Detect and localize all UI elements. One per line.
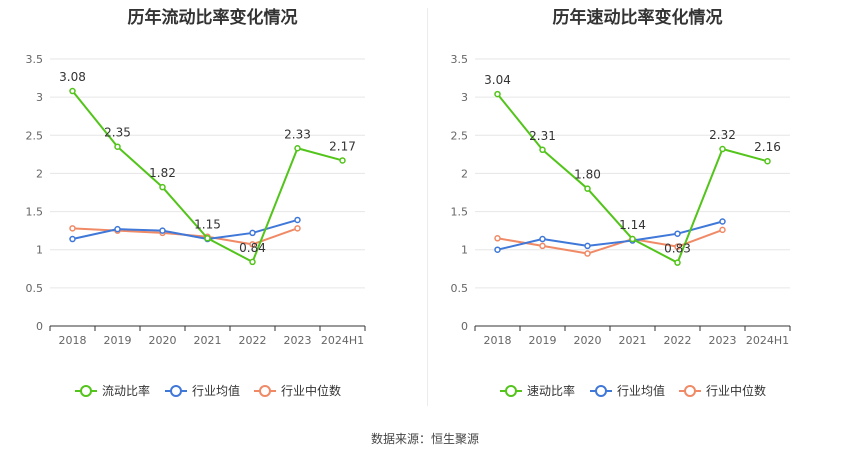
legend-label: 行业中位数 <box>281 383 341 398</box>
industry-median-point <box>719 226 726 234</box>
data-label: 3.04 <box>484 73 511 87</box>
x-tick-label: 2022 <box>664 334 692 347</box>
industry-average-point <box>69 235 76 243</box>
legend-label: 行业均值 <box>617 383 665 398</box>
data-label: 0.83 <box>664 242 691 256</box>
y-tick-label: 3 <box>36 91 43 104</box>
y-tick-label: 2 <box>461 167 468 180</box>
industry-average-point <box>159 227 166 234</box>
x-tick-label: 2023 <box>709 334 737 347</box>
industry-median-point <box>584 250 591 257</box>
y-tick-label: 1.5 <box>451 206 469 219</box>
data-label: 1.14 <box>619 218 646 232</box>
circle-line-icon <box>259 385 271 397</box>
circle-line-icon <box>505 385 517 397</box>
primary-ratio-point <box>764 157 771 165</box>
circle-line-icon <box>684 385 696 397</box>
y-tick-label: 1.5 <box>26 206 44 219</box>
primary-ratio-point <box>584 185 591 192</box>
industry-average-point <box>674 230 681 237</box>
industry-average-point <box>539 235 546 243</box>
current-ratio-chart: 历年流动比率变化情况 0 0.5 1 1.5 2 2.5 3 3.5 2018 2019 2020 2… <box>0 0 425 410</box>
primary-ratio-point <box>159 183 166 191</box>
data-label: 2.35 <box>104 126 131 140</box>
industry-average-point <box>584 242 591 250</box>
data-label: 2.17 <box>329 139 356 153</box>
industry-average-line <box>72 219 298 241</box>
industry-median-point <box>539 242 546 250</box>
primary-ratio-point <box>629 235 636 243</box>
current-ratio-plot: 0 0.5 1 1.5 2 2.5 3 3.5 2018 2019 2020 2021 2022 2023… <box>26 53 366 398</box>
x-tick-label: 2022 <box>239 334 267 347</box>
circle-line-icon <box>595 385 607 397</box>
industry-average-point <box>249 229 256 237</box>
primary-ratio-point <box>539 146 546 154</box>
x-tick-label: 2021 <box>194 334 222 347</box>
industry-average-point <box>114 225 121 233</box>
x-tick-label: 2020 <box>574 334 602 347</box>
data-label: 2.31 <box>529 129 556 143</box>
x-tick-label: 2019 <box>529 334 557 347</box>
industry-median-point <box>249 241 256 248</box>
data-source-note: 数据来源：恒生聚源 <box>370 432 479 446</box>
data-label: 2.33 <box>284 127 311 141</box>
data-label: 2.32 <box>709 128 736 142</box>
primary-ratio-point <box>674 259 681 266</box>
industry-median-point <box>494 235 501 242</box>
industry-median-point <box>674 243 681 250</box>
x-tick-label: 2023 <box>284 334 312 347</box>
x-tick-label: 2024H1 <box>746 334 789 347</box>
industry-average-line <box>497 220 723 251</box>
data-label: 3.08 <box>59 70 86 84</box>
quick-ratio-plot: 0 0.5 1 1.5 2 2.5 3 3.5 2018 2019 2020 2021 2022 2023… <box>451 53 791 398</box>
primary-ratio-point <box>494 90 501 98</box>
primary-ratio-point <box>294 145 301 152</box>
chart-title: 历年速动比率变化情况 <box>552 8 723 28</box>
y-tick-label: 2 <box>36 167 43 180</box>
industry-average-point <box>494 246 501 253</box>
legend-label: 行业均值 <box>192 383 240 398</box>
industry-average-point <box>294 216 301 224</box>
legend-label: 流动比率 <box>102 383 150 398</box>
data-label: 0.84 <box>239 241 266 255</box>
y-tick-label: 0.5 <box>451 282 469 295</box>
data-label: 1.82 <box>149 166 176 180</box>
panel-divider <box>427 8 428 406</box>
primary-ratio-point <box>114 143 121 150</box>
primary-ratio-point <box>719 145 726 153</box>
legend-label: 速动比率 <box>527 383 575 398</box>
y-tick-label: 2.5 <box>26 129 44 142</box>
x-tick-label: 2024H1 <box>321 334 364 347</box>
industry-median-point <box>69 225 76 232</box>
industry-median-point <box>294 225 301 232</box>
primary-ratio-point <box>204 235 211 242</box>
y-tick-label: 2.5 <box>451 129 469 142</box>
circle-line-icon <box>80 385 92 397</box>
y-tick-label: 0.5 <box>26 282 44 295</box>
x-tick-label: 2018 <box>59 334 87 347</box>
y-tick-label: 3.5 <box>451 53 469 66</box>
industry-average-point <box>719 218 726 225</box>
x-tick-label: 2020 <box>149 334 177 347</box>
quick-ratio-chart: 历年速动比率变化情况 0 0.5 1 1.5 2 2.5 3 3.5 2018 2019 2020 2… <box>425 0 850 410</box>
x-tick-label: 2019 <box>104 334 132 347</box>
y-tick-label: 3.5 <box>26 53 44 66</box>
primary-ratio-point <box>249 258 256 266</box>
y-tick-label: 1 <box>36 244 43 257</box>
legend-label: 行业中位数 <box>706 383 766 398</box>
data-label: 1.15 <box>194 217 221 231</box>
y-tick-label: 3 <box>461 91 468 104</box>
data-label: 2.16 <box>754 140 781 154</box>
y-tick-label: 0 <box>461 320 468 333</box>
primary-ratio-point <box>69 87 76 95</box>
y-tick-label: 1 <box>461 244 468 257</box>
y-tick-label: 0 <box>36 320 43 333</box>
chart-title: 历年流动比率变化情况 <box>127 8 298 28</box>
x-tick-label: 2018 <box>484 334 512 347</box>
data-label: 1.80 <box>574 168 601 182</box>
x-tick-label: 2021 <box>619 334 647 347</box>
primary-ratio-point <box>339 157 346 164</box>
circle-line-icon <box>170 385 182 397</box>
